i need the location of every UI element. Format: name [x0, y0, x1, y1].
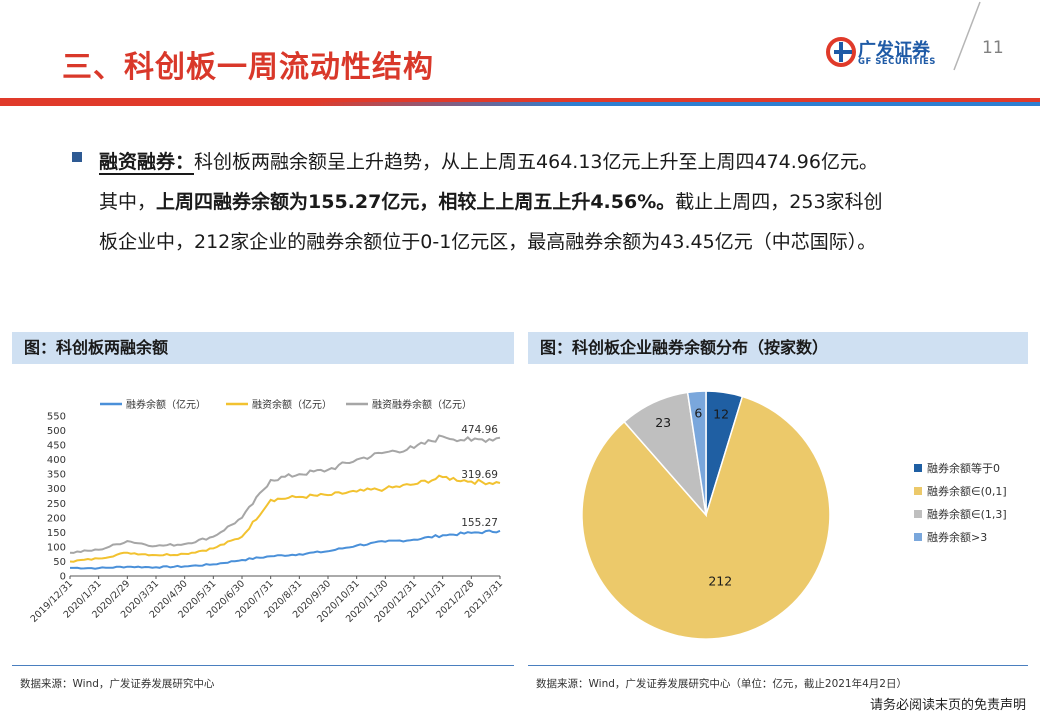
pie-data-label: 12: [713, 406, 729, 421]
header-rule-red: [0, 98, 1040, 104]
summary-paragraph: 融资融券：科创板两融余额呈上升趋势，从上上周五464.13亿元上升至上周四474…: [99, 142, 979, 262]
legend-label: 融券余额（亿元）: [126, 398, 206, 411]
legend-label: 融券余额∈(1,3]: [927, 507, 1007, 521]
legend-label: 融券余额>3: [927, 530, 987, 544]
series-line-2: [69, 434, 501, 554]
summary-line2a: 其中，: [99, 191, 157, 213]
y-tick-label: 300: [47, 484, 66, 495]
header-divider-icon: [953, 1, 981, 71]
legend-label: 融资融券余额（亿元）: [372, 398, 472, 411]
pie-data-label: 212: [708, 574, 732, 589]
legend-swatch: [914, 510, 922, 518]
y-tick-label: 100: [47, 542, 66, 553]
y-tick-label: 250: [47, 499, 66, 510]
right-source: 数据来源：Wind，广发证券发展研究中心（单位：亿元，截止2021年4月2日）: [536, 678, 907, 690]
right-source-rule: [528, 665, 1028, 666]
y-tick-label: 550: [47, 412, 66, 423]
y-tick-label: 350: [47, 470, 66, 481]
summary-line2b: 截止上周四，253家科创: [675, 191, 883, 213]
series-end-label: 155.27: [461, 517, 498, 529]
y-tick-label: 0: [60, 572, 66, 583]
legend-label: 融券余额等于0: [927, 461, 1000, 475]
left-source-rule: [12, 665, 514, 666]
legend-label: 融资余额（亿元）: [252, 398, 332, 411]
header-rule-blue: [0, 102, 1040, 106]
page-number: 11: [982, 38, 1004, 58]
series-end-label: 474.96: [461, 424, 498, 436]
logo-text-en: GF SECURITIES: [858, 57, 936, 67]
pie-slice-3: [686, 390, 707, 516]
series-end-label: 319.69: [461, 469, 498, 481]
legend-label: 融券余额∈(0,1]: [927, 484, 1007, 498]
pie-slice-1: [581, 395, 831, 640]
y-tick-label: 500: [47, 426, 66, 437]
bullet-square-icon: [72, 152, 82, 162]
summary-line3: 板企业中，212家企业的融券余额位于0-1亿元区，最高融券余额为43.45亿元（…: [99, 231, 877, 253]
summary-lead: 融资融券：: [99, 151, 195, 175]
series-line-1: [69, 474, 501, 563]
legend-swatch: [914, 533, 922, 541]
y-tick-label: 50: [53, 557, 66, 568]
y-tick-label: 150: [47, 528, 66, 539]
short-balance-pie-chart: 12 212 23 6 融券余额等于0 融券余额∈(0,1] 融券余额∈(1,3] 融券余额…: [581, 390, 1007, 640]
left-panel-header: 图：科创板两融余额: [12, 332, 514, 364]
summary-line1: 科创板两融余额呈上升趋势，从上上周五464.13亿元上升至上周四474.96亿元…: [194, 151, 878, 173]
y-tick-label: 200: [47, 513, 66, 524]
disclaimer-note: 请务必阅读末页的免责声明: [869, 698, 1026, 713]
series-line-0: [70, 529, 501, 570]
legend-swatch: [914, 464, 922, 472]
left-source: 数据来源：Wind，广发证券发展研究中心: [20, 678, 215, 690]
summary-line2-bold: 上周四融券余额为155.27亿元，相较上上周五上升4.56%。: [156, 191, 676, 213]
gf-logo-icon: [826, 37, 856, 67]
y-tick-label: 400: [47, 455, 66, 466]
legend-swatch: [914, 487, 922, 495]
y-tick-label: 450: [47, 441, 66, 452]
pie-data-label: 6: [694, 406, 702, 421]
logo-text-cn: 广发证券: [858, 40, 930, 61]
pie-data-label: 23: [655, 415, 671, 430]
page-title: 三、科创板一周流动性结构: [62, 50, 434, 85]
right-panel-header: 图：科创板企业融券余额分布（按家数）: [528, 332, 1028, 364]
